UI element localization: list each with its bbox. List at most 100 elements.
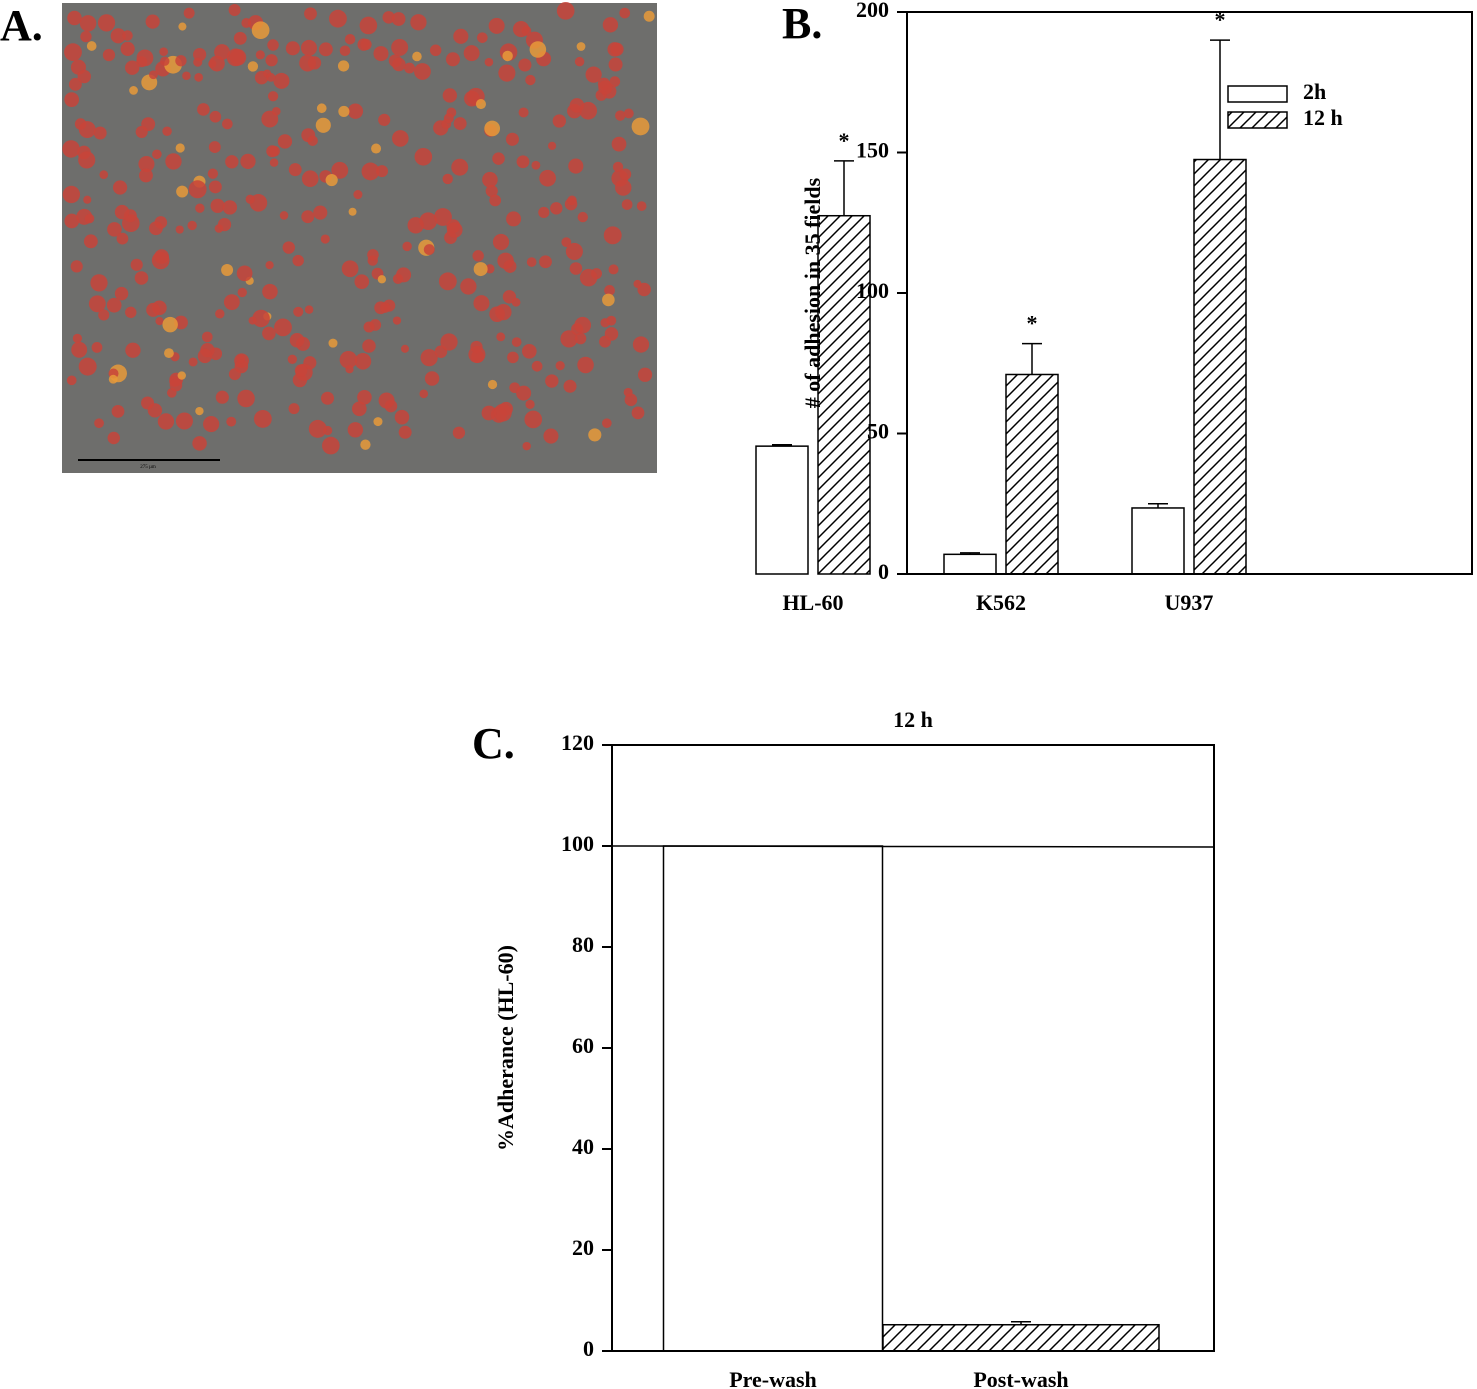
cell	[222, 118, 233, 130]
cell	[392, 316, 402, 325]
cell	[516, 385, 532, 401]
bar	[943, 553, 997, 575]
cell	[347, 422, 364, 438]
cell	[531, 160, 541, 170]
cell	[178, 22, 187, 31]
cell	[576, 42, 586, 51]
cell	[285, 41, 300, 56]
cell	[545, 374, 559, 388]
micrograph	[62, 1, 657, 473]
cell	[611, 136, 627, 152]
cell	[568, 158, 584, 174]
cell	[78, 357, 97, 376]
cell	[253, 410, 272, 428]
cell	[267, 39, 279, 51]
cell	[623, 387, 633, 397]
cell	[643, 10, 655, 22]
x-tick-label: K562	[976, 590, 1026, 615]
cell	[72, 333, 83, 344]
cell	[442, 173, 453, 185]
cell	[175, 412, 193, 430]
cell	[308, 419, 327, 438]
bar	[1193, 158, 1247, 575]
y-tick-label: 120	[561, 730, 594, 755]
y-tick-label: 100	[561, 831, 594, 856]
cell	[414, 63, 431, 80]
cell	[484, 120, 501, 137]
cell	[531, 360, 543, 372]
cell	[442, 88, 458, 103]
cell	[320, 234, 330, 244]
cell	[631, 406, 645, 420]
cell	[222, 200, 238, 215]
cell	[188, 180, 207, 199]
significance-marker: *	[1215, 7, 1226, 32]
cell	[577, 356, 594, 374]
cell	[360, 38, 372, 51]
cell	[525, 399, 535, 409]
cell	[122, 30, 133, 41]
cell	[77, 69, 91, 84]
cell	[251, 21, 270, 40]
cell	[511, 337, 522, 347]
cell	[64, 92, 80, 107]
cell	[555, 361, 565, 371]
cell	[339, 45, 351, 57]
cell	[371, 143, 382, 154]
cell	[373, 417, 383, 427]
cell	[252, 309, 270, 328]
cell	[237, 389, 255, 408]
cell	[149, 221, 163, 236]
cell	[99, 170, 109, 179]
cell	[489, 306, 505, 323]
legend-label: 2h	[1303, 79, 1326, 104]
cell	[88, 295, 106, 313]
cell	[112, 180, 128, 195]
cell	[565, 242, 583, 261]
cell	[195, 203, 205, 213]
bar	[662, 845, 884, 1352]
cell	[209, 110, 222, 123]
cell	[445, 52, 460, 67]
cell	[473, 262, 488, 277]
cell	[344, 33, 356, 45]
cell	[207, 168, 219, 179]
cell	[353, 190, 363, 200]
y-tick-label: 0	[583, 1336, 594, 1361]
cell	[226, 416, 237, 427]
cell	[229, 49, 247, 66]
cell	[588, 428, 602, 442]
cell	[293, 306, 304, 317]
cell	[78, 121, 96, 139]
cell	[69, 77, 82, 91]
cell	[66, 375, 77, 386]
cell	[608, 264, 619, 275]
y-tick-label: 150	[856, 138, 889, 163]
x-tick-label: U937	[1165, 590, 1214, 615]
cell	[550, 202, 563, 215]
cell	[529, 41, 547, 58]
cell	[175, 55, 187, 67]
cell	[321, 391, 335, 405]
cell	[255, 50, 265, 60]
cell	[292, 254, 304, 267]
cell	[392, 57, 406, 72]
cell	[398, 425, 412, 439]
cell	[176, 185, 189, 198]
cell	[125, 342, 141, 358]
plot-frame	[906, 11, 1473, 575]
cell	[560, 330, 578, 348]
cell	[233, 31, 247, 45]
cell	[420, 349, 438, 367]
cell	[136, 49, 154, 67]
cell	[615, 110, 626, 121]
cell	[363, 321, 375, 333]
cell	[145, 14, 160, 29]
cell	[402, 241, 412, 252]
cell	[354, 353, 372, 370]
cell	[585, 66, 602, 83]
cell	[502, 50, 513, 62]
cell	[62, 185, 81, 204]
cell	[410, 14, 427, 31]
cell	[337, 60, 350, 72]
